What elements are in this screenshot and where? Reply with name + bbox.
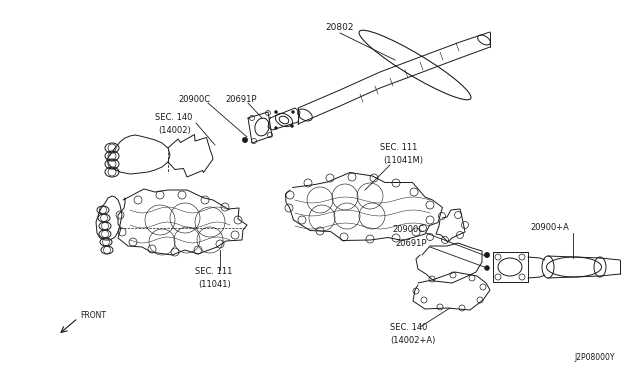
Circle shape (243, 138, 248, 142)
Text: (11041M): (11041M) (383, 155, 423, 164)
Text: 20802: 20802 (326, 23, 355, 32)
Circle shape (291, 125, 294, 128)
Text: (11041): (11041) (198, 279, 231, 289)
Text: FRONT: FRONT (80, 311, 106, 320)
Text: J2P08000Y: J2P08000Y (575, 353, 615, 362)
Text: 20900C: 20900C (178, 96, 210, 105)
Circle shape (275, 126, 278, 129)
Text: SEC. 140: SEC. 140 (155, 113, 193, 122)
Text: (14002+A): (14002+A) (390, 336, 435, 344)
Text: SEC. 111: SEC. 111 (380, 144, 417, 153)
Circle shape (291, 110, 294, 113)
Text: 20900C: 20900C (392, 225, 424, 234)
Text: SEC. 111: SEC. 111 (195, 267, 232, 276)
Text: 20691P: 20691P (225, 96, 257, 105)
Text: 20900+A: 20900+A (530, 224, 569, 232)
Circle shape (275, 110, 278, 113)
Circle shape (484, 266, 490, 270)
Text: (14002): (14002) (158, 125, 191, 135)
Circle shape (484, 253, 490, 257)
Circle shape (484, 253, 490, 257)
Circle shape (243, 138, 248, 142)
Text: 20691P: 20691P (395, 240, 426, 248)
Text: SEC. 140: SEC. 140 (390, 324, 428, 333)
